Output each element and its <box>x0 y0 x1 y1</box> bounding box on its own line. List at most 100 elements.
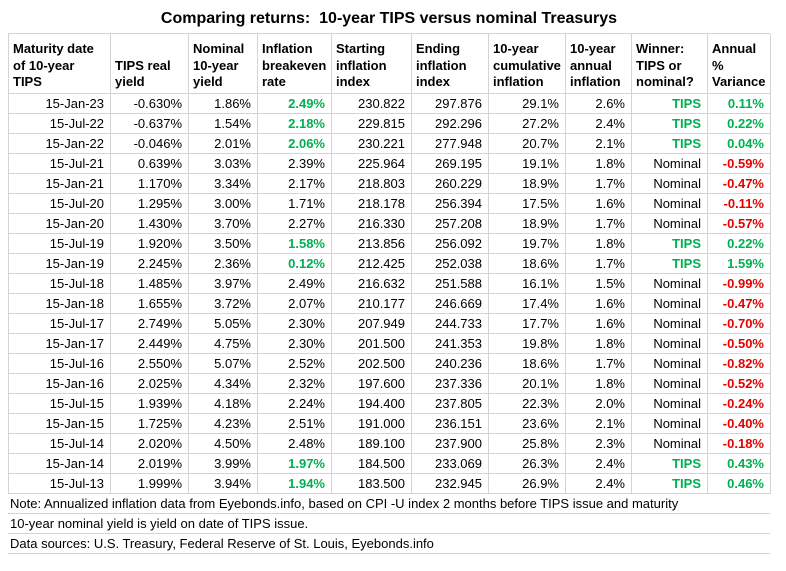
cell-cumulative-inflation: 22.3% <box>489 394 566 414</box>
cell-variance: -0.24% <box>708 394 771 414</box>
cell-winner: TIPS <box>632 474 708 494</box>
cell-ending-index: 241.353 <box>412 334 489 354</box>
cell-ending-index: 260.229 <box>412 174 489 194</box>
cell-tips-real-yield: 2.749% <box>111 314 189 334</box>
cell-cumulative-inflation: 26.3% <box>489 454 566 474</box>
cell-breakeven-rate: 2.51% <box>258 414 332 434</box>
table-row: 15-Jul-21 0.639% 3.03% 2.39% 225.964 269.195 1… <box>8 154 771 174</box>
cell-breakeven-rate: 2.06% <box>258 134 332 154</box>
table-row: 15-Jul-14 2.020% 4.50% 2.48% 189.100 237.900 2… <box>8 434 771 454</box>
cell-nominal-yield: 3.94% <box>189 474 258 494</box>
cell-starting-index: 230.221 <box>332 134 412 154</box>
cell-winner: Nominal <box>632 414 708 434</box>
cell-ending-index: 251.588 <box>412 274 489 294</box>
cell-nominal-yield: 3.00% <box>189 194 258 214</box>
cell-winner: Nominal <box>632 214 708 234</box>
cell-maturity-date: 15-Jan-21 <box>9 174 111 194</box>
cell-winner: TIPS <box>632 114 708 134</box>
cell-ending-index: 237.805 <box>412 394 489 414</box>
cell-variance: -0.52% <box>708 374 771 394</box>
cell-cumulative-inflation: 26.9% <box>489 474 566 494</box>
data-rows: 15-Jan-23 -0.630% 1.86% 2.49% 230.822 297.876… <box>8 94 771 494</box>
cell-maturity-date: 15-Jul-20 <box>9 194 111 214</box>
cell-tips-real-yield: 1.430% <box>111 214 189 234</box>
cell-variance: 0.46% <box>708 474 771 494</box>
cell-tips-real-yield: 1.485% <box>111 274 189 294</box>
cell-starting-index: 197.600 <box>332 374 412 394</box>
cell-tips-real-yield: -0.630% <box>111 94 189 114</box>
cell-starting-index: 225.964 <box>332 154 412 174</box>
cell-starting-index: 218.178 <box>332 194 412 214</box>
table-row: 15-Jul-17 2.749% 5.05% 2.30% 207.949 244.733 1… <box>8 314 771 334</box>
cell-winner: Nominal <box>632 354 708 374</box>
cell-nominal-yield: 5.07% <box>189 354 258 374</box>
table-row: 15-Jul-18 1.485% 3.97% 2.49% 216.632 251.588 1… <box>8 274 771 294</box>
cell-maturity-date: 15-Jan-14 <box>9 454 111 474</box>
cell-tips-real-yield: 2.245% <box>111 254 189 274</box>
cell-ending-index: 236.151 <box>412 414 489 434</box>
cell-tips-real-yield: 2.019% <box>111 454 189 474</box>
cell-nominal-yield: 4.75% <box>189 334 258 354</box>
cell-starting-index: 184.500 <box>332 454 412 474</box>
cell-nominal-yield: 3.99% <box>189 454 258 474</box>
cell-winner: Nominal <box>632 314 708 334</box>
cell-tips-real-yield: 2.020% <box>111 434 189 454</box>
cell-breakeven-rate: 2.27% <box>258 214 332 234</box>
cell-breakeven-rate: 1.94% <box>258 474 332 494</box>
table-row: 15-Jul-20 1.295% 3.00% 1.71% 218.178 256.394 1… <box>8 194 771 214</box>
cell-nominal-yield: 3.97% <box>189 274 258 294</box>
cell-breakeven-rate: 2.30% <box>258 314 332 334</box>
cell-annual-inflation: 1.8% <box>566 374 632 394</box>
cell-annual-inflation: 2.1% <box>566 414 632 434</box>
cell-starting-index: 212.425 <box>332 254 412 274</box>
cell-variance: -0.70% <box>708 314 771 334</box>
cell-nominal-yield: 1.86% <box>189 94 258 114</box>
table-row: 15-Jan-23 -0.630% 1.86% 2.49% 230.822 297.876… <box>8 94 771 114</box>
cell-starting-index: 201.500 <box>332 334 412 354</box>
cell-tips-real-yield: -0.046% <box>111 134 189 154</box>
cell-breakeven-rate: 2.24% <box>258 394 332 414</box>
cell-starting-index: 230.822 <box>332 94 412 114</box>
cell-cumulative-inflation: 25.8% <box>489 434 566 454</box>
cell-starting-index: 216.330 <box>332 214 412 234</box>
note-line-1: Note: Annualized inflation data from Eye… <box>8 494 770 514</box>
cell-variance: -0.99% <box>708 274 771 294</box>
column-header-annual-variance: Annual % Variance <box>708 34 771 94</box>
cell-ending-index: 297.876 <box>412 94 489 114</box>
cell-ending-index: 252.038 <box>412 254 489 274</box>
cell-maturity-date: 15-Jan-17 <box>9 334 111 354</box>
cell-breakeven-rate: 2.32% <box>258 374 332 394</box>
cell-variance: -0.47% <box>708 294 771 314</box>
cell-variance: -0.40% <box>708 414 771 434</box>
cell-annual-inflation: 1.8% <box>566 234 632 254</box>
column-header-starting-index: Starting inflation index <box>332 34 412 94</box>
cell-winner: Nominal <box>632 174 708 194</box>
cell-starting-index: 202.500 <box>332 354 412 374</box>
cell-breakeven-rate: 1.71% <box>258 194 332 214</box>
cell-variance: 0.22% <box>708 114 771 134</box>
returns-table: Maturity date of 10-year TIPS TIPS real … <box>8 33 771 554</box>
cell-winner: Nominal <box>632 194 708 214</box>
cell-annual-inflation: 1.8% <box>566 334 632 354</box>
cell-starting-index: 213.856 <box>332 234 412 254</box>
cell-annual-inflation: 2.0% <box>566 394 632 414</box>
cell-ending-index: 233.069 <box>412 454 489 474</box>
table-row: 15-Jan-15 1.725% 4.23% 2.51% 191.000 236.151 2… <box>8 414 771 434</box>
cell-maturity-date: 15-Jul-18 <box>9 274 111 294</box>
cell-annual-inflation: 2.4% <box>566 114 632 134</box>
cell-cumulative-inflation: 23.6% <box>489 414 566 434</box>
cell-maturity-date: 15-Jan-16 <box>9 374 111 394</box>
cell-ending-index: 237.900 <box>412 434 489 454</box>
cell-starting-index: 229.815 <box>332 114 412 134</box>
cell-ending-index: 256.092 <box>412 234 489 254</box>
cell-cumulative-inflation: 17.5% <box>489 194 566 214</box>
cell-breakeven-rate: 2.18% <box>258 114 332 134</box>
note-line-2: 10-year nominal yield is yield on date o… <box>8 514 770 534</box>
cell-breakeven-rate: 2.07% <box>258 294 332 314</box>
cell-nominal-yield: 2.01% <box>189 134 258 154</box>
column-header-winner: Winner: TIPS or nominal? <box>632 34 708 94</box>
table-row: 15-Jan-17 2.449% 4.75% 2.30% 201.500 241.353 1… <box>8 334 771 354</box>
cell-winner: Nominal <box>632 154 708 174</box>
cell-nominal-yield: 3.72% <box>189 294 258 314</box>
cell-variance: 0.43% <box>708 454 771 474</box>
